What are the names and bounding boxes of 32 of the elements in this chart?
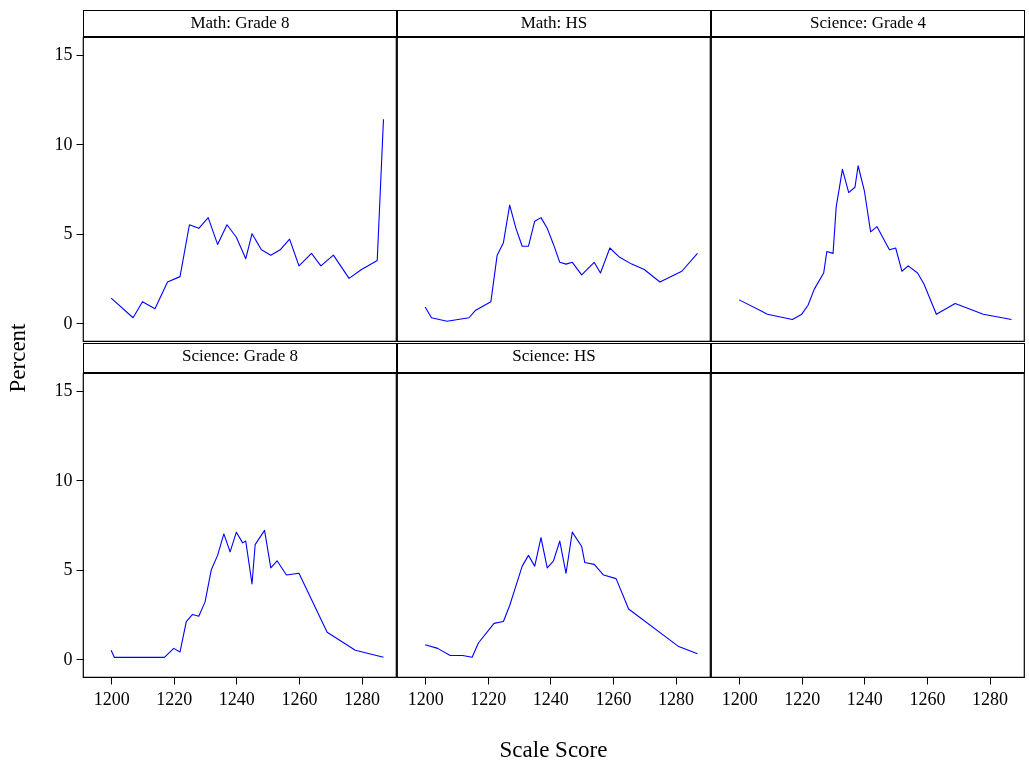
x-tick-label: 1220 — [470, 688, 507, 709]
x-tick-label: 1280 — [658, 688, 695, 709]
panel-header: Science: Grade 8 — [83, 343, 397, 373]
x-tick-label: 1260 — [281, 688, 318, 709]
x-axis-title: Scale Score — [499, 737, 608, 763]
panel-header: Science: Grade 4 — [711, 10, 1025, 37]
line-series — [110, 118, 385, 319]
y-tick-label: 10 — [54, 133, 73, 154]
x-tick-label: 1240 — [846, 688, 883, 709]
x-tick-label: 1240 — [532, 688, 569, 709]
x-tick-label: 1240 — [218, 688, 255, 709]
panel-header: Science: HS — [397, 343, 711, 373]
y-tick-label: 10 — [54, 469, 73, 490]
y-tick-label: 0 — [63, 312, 73, 333]
y-tick-label: 15 — [54, 380, 73, 401]
x-tick-label: 1260 — [909, 688, 946, 709]
panel-header: Math: Grade 8 — [83, 10, 397, 37]
x-tick-label: 1220 — [156, 688, 193, 709]
y-tick-label: 0 — [63, 648, 73, 669]
x-tick-label: 1220 — [784, 688, 821, 709]
y-tick-label: 5 — [63, 223, 73, 244]
x-tick-label: 1260 — [595, 688, 632, 709]
panel-header: Math: HS — [397, 10, 711, 37]
y-tick-label: 5 — [63, 559, 73, 580]
x-tick-label: 1280 — [344, 688, 381, 709]
x-tick-label: 1280 — [972, 688, 1009, 709]
y-axis-title: Percent — [5, 323, 31, 393]
x-tick-label: 1200 — [93, 688, 130, 709]
x-tick-label: 1200 — [407, 688, 444, 709]
y-tick-label: 15 — [54, 44, 73, 65]
line-series — [110, 529, 385, 658]
x-tick-label: 1200 — [721, 688, 758, 709]
